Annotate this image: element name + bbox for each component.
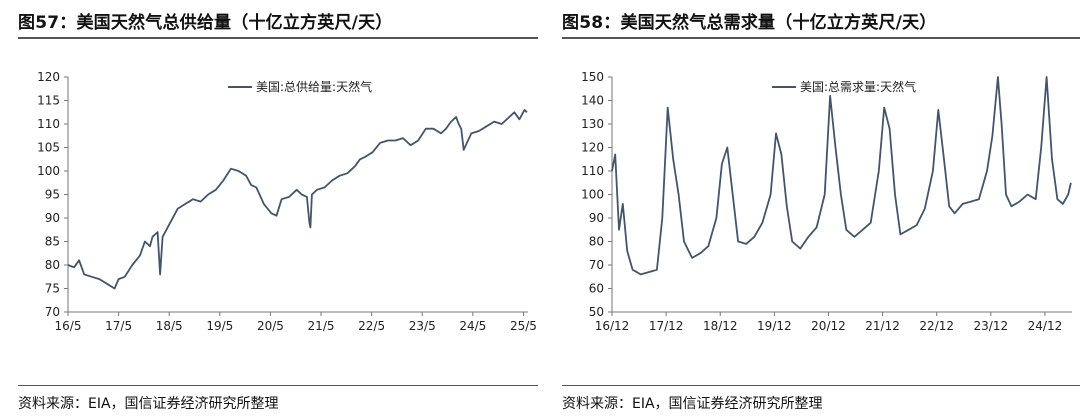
x-tick-label: 22/5 [358, 319, 385, 333]
y-tick-label: 80 [589, 235, 604, 249]
x-tick-label: 18/5 [156, 319, 183, 333]
y-tick-label: 90 [45, 211, 60, 225]
x-tick-label: 21/12 [865, 319, 900, 333]
series-line [611, 76, 1072, 276]
x-tick-label: 24/12 [1028, 319, 1063, 333]
x-tick-label: 20/12 [811, 319, 846, 333]
y-tick-label: 105 [37, 141, 60, 155]
x-tick-label: 17/5 [105, 319, 132, 333]
figure-57-source: 资料来源：EIA，国信证券经济研究所整理 [18, 396, 279, 412]
x-tick-label: 23/12 [974, 319, 1009, 333]
series-line [67, 109, 528, 290]
y-tick-label: 115 [37, 94, 60, 108]
figure-57-panel: 图57：美国天然气总供给量（十亿立方英尺/天） 70 75 80 85 90 95 100 1… [18, 0, 538, 419]
x-tick-label: 16/12 [595, 319, 630, 333]
y-tick-label: 110 [581, 164, 604, 178]
x-tick-label: 24/5 [459, 319, 486, 333]
figure-58-title-rule [562, 37, 1080, 39]
legend-label: 美国:总需求量:天然气 [800, 79, 916, 94]
y-tick-label: 90 [589, 211, 604, 225]
figure-57-source-rule [18, 385, 538, 386]
y-tick-label: 70 [589, 258, 604, 272]
x-tick-label: 21/5 [308, 319, 335, 333]
figure-58-title: 图58：美国天然气总需求量（十亿立方英尺/天） [562, 13, 937, 33]
y-tick-label: 85 [45, 235, 60, 249]
y-tick-label: 120 [37, 70, 60, 84]
x-tick-label: 18/12 [703, 319, 738, 333]
x-tick-label: 25/5 [510, 319, 537, 333]
x-tick-label: 23/5 [409, 319, 436, 333]
y-tick-label: 130 [581, 117, 604, 131]
figure-57-title: 图57：美国天然气总供给量（十亿立方英尺/天） [18, 13, 393, 33]
supply-line-chart: 70 75 80 85 90 95 100 105 110 115 120 16/5 17/5 18/5 1… [37, 70, 537, 333]
y-tick-label: 75 [45, 282, 60, 296]
y-tick-label: 100 [581, 188, 604, 202]
x-tick-label: 17/12 [649, 319, 684, 333]
x-tick-label: 22/12 [919, 319, 954, 333]
y-tick-label: 140 [581, 94, 604, 108]
x-tick-label: 19/5 [206, 319, 233, 333]
y-tick-label: 110 [37, 117, 60, 131]
demand-line-chart: 50 60 70 80 90 100 110 120 130 140 150 16/12 17/12 18… [581, 70, 1072, 333]
x-tick-label: 19/12 [757, 319, 792, 333]
legend-label: 美国:总供给量:天然气 [256, 79, 372, 94]
x-tick-label: 16/5 [55, 319, 82, 333]
y-tick-label: 50 [589, 305, 604, 319]
y-tick-label: 60 [589, 282, 604, 296]
figure-57-title-rule [18, 37, 538, 39]
y-tick-label: 70 [45, 305, 60, 319]
y-tick-label: 80 [45, 258, 60, 272]
y-tick-label: 120 [581, 141, 604, 155]
y-tick-label: 100 [37, 164, 60, 178]
y-tick-label: 150 [581, 70, 604, 84]
y-tick-label: 95 [45, 188, 60, 202]
x-tick-label: 20/5 [257, 319, 284, 333]
figure-58-panel: 图58：美国天然气总需求量（十亿立方英尺/天） 50 60 70 80 90 100 110… [562, 0, 1080, 419]
figure-58-source-rule [562, 385, 1080, 386]
figure-58-source: 资料来源：EIA，国信证券经济研究所整理 [562, 396, 823, 412]
